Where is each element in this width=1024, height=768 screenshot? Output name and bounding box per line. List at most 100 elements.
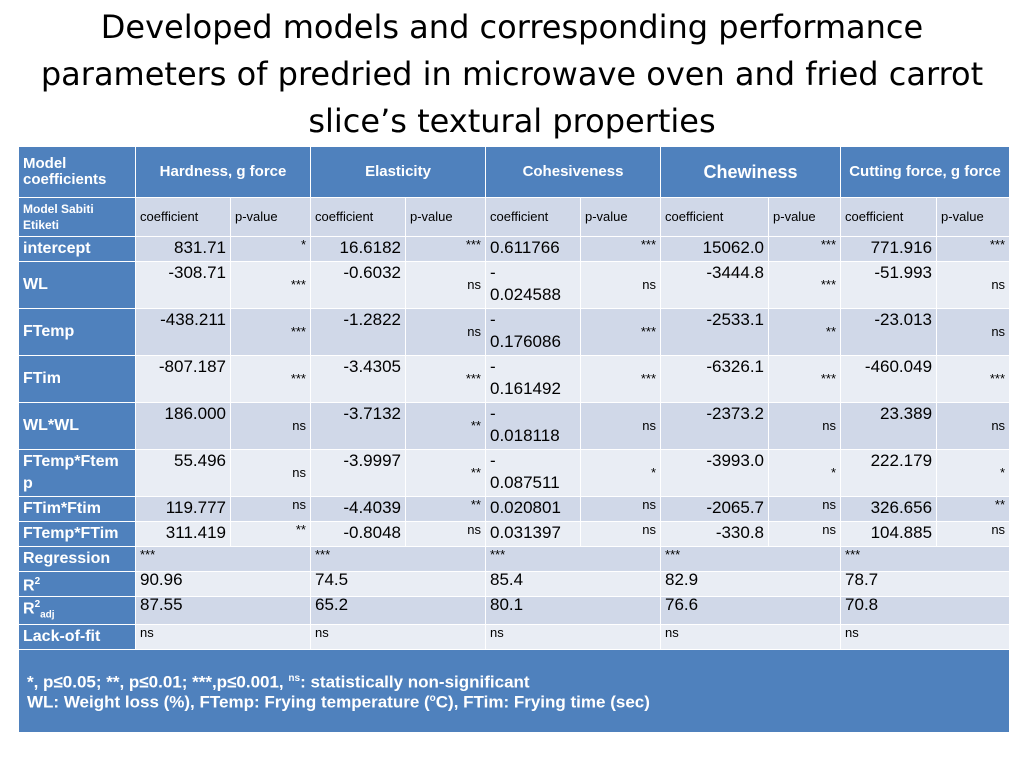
lof-value: ns	[660, 623, 842, 650]
coefficient-value: -308.71	[135, 261, 231, 309]
r2adj-value: 65.2	[310, 596, 486, 625]
pvalue-value: *	[768, 449, 842, 497]
pvalue-value: ns	[936, 261, 1011, 309]
coefficient-value: 831.71	[135, 236, 231, 262]
pvalue-value: **	[768, 308, 842, 356]
pvalue-value: **	[405, 496, 486, 522]
slide-title: Developed models and corresponding perfo…	[0, 4, 1024, 145]
subheader-pvalue: p-value	[768, 197, 842, 237]
coefficient-row: FTim -807.187 *** -3.4305 *** - 0.161492 *** -6…	[18, 355, 1011, 403]
coefficient-value: 16.6182	[310, 236, 406, 262]
pvalue-value: *	[579, 449, 662, 497]
pvalue-value: ***	[405, 355, 486, 403]
coefficient-value: 771.916	[840, 236, 938, 262]
title-line-3: slice’s textural properties	[308, 102, 716, 140]
pvalue-value: ns	[936, 521, 1011, 547]
row-label: FTim*Ftim	[18, 496, 136, 522]
subheader-model-sabiti: Model Sabiti Etiketi	[18, 197, 136, 237]
header-row: Model coefficients Hardness, g force Elas…	[18, 146, 1011, 198]
regression-value: ***	[310, 546, 486, 572]
coefficient-value: -3444.8	[660, 261, 770, 309]
coefficient-row: FTemp -438.211 *** -1.2822 ns - 0.176086 *** -2…	[18, 308, 1011, 356]
coefficient-value: 104.885	[840, 521, 938, 547]
row-label: FTemp*FTim	[18, 521, 136, 547]
header-hardness: Hardness, g force	[135, 146, 311, 198]
coefficient-value: 15062.0	[660, 236, 770, 262]
r2-row: R2 90.96 74.5 85.4 82.9 78.7	[18, 571, 1011, 597]
r2-value: 74.5	[310, 571, 486, 597]
coefficient-value: -330.8	[660, 521, 770, 547]
subheader-pvalue: p-value	[579, 197, 662, 237]
coefficient-value: -2373.2	[660, 402, 770, 450]
coefficient-value: -2065.7	[660, 496, 770, 522]
row-label: R2adj	[18, 596, 136, 625]
subheader-coefficient: coefficient	[660, 197, 770, 237]
coefficient-value: -23.013	[840, 308, 938, 356]
r2adj-value: 80.1	[484, 596, 662, 625]
coefficient-row: WL*WL 186.000 ns -3.7132 ** - 0.018118 ns -2373…	[18, 402, 1011, 450]
row-label: WL	[18, 261, 136, 309]
r2-value: 82.9	[660, 571, 842, 597]
coefficient-value: -1.2822	[310, 308, 406, 356]
pvalue-value: ns	[230, 449, 311, 497]
r2adj-row: R2adj 87.55 65.2 80.1 76.6 70.8	[18, 596, 1011, 625]
pvalue-value: ns	[405, 261, 486, 309]
coefficient-value: -3.7132	[310, 402, 406, 450]
pvalue-value: **	[405, 449, 486, 497]
subheader-coefficient: coefficient	[840, 197, 938, 237]
coefficient-value: 0.020801	[485, 496, 581, 522]
coefficient-value: -460.049	[840, 355, 938, 403]
pvalue-value: ***	[405, 236, 486, 262]
pvalue-value: ns	[405, 308, 486, 356]
pvalue-value: ***	[936, 355, 1011, 403]
subheader-coefficient: coefficient	[135, 197, 231, 237]
pvalue-value: ns	[230, 402, 311, 450]
coefficient-rows: intercept 831.71 * 16.6182 *** 0.611766 *** 150…	[18, 236, 1011, 547]
regression-value: ***	[840, 546, 1011, 572]
coefficient-value: -807.187	[135, 355, 231, 403]
r2-value: 78.7	[840, 571, 1011, 597]
pvalue-value: **	[405, 402, 486, 450]
subheader-pvalue: p-value	[405, 197, 486, 237]
pvalue-value: ***	[579, 355, 662, 403]
title-line-1: Developed models and corresponding perfo…	[100, 8, 924, 46]
pvalue-value: ***	[230, 261, 311, 309]
row-label: Lack-of-fit	[18, 623, 136, 650]
coefficient-value: -2533.1	[660, 308, 770, 356]
performance-table: Model coefficients Hardness, g force Elas…	[17, 146, 1011, 733]
coefficient-value: 23.389	[840, 402, 938, 450]
regression-value: ***	[484, 546, 662, 572]
coefficient-value: - 0.024588	[485, 261, 581, 309]
pvalue-value: ***	[230, 355, 311, 403]
pvalue-value: ns	[405, 521, 486, 547]
pvalue-value: *	[936, 449, 1011, 497]
pvalue-value: ns	[936, 402, 1011, 450]
row-label: intercept	[18, 236, 136, 262]
coefficient-value: - 0.087511	[485, 449, 581, 497]
pvalue-value: ns	[579, 496, 662, 522]
coefficient-value: 222.179	[840, 449, 938, 497]
coefficient-value: -0.8048	[310, 521, 406, 547]
coefficient-value: 0.031397	[485, 521, 581, 547]
coefficient-row: FTemp*FTim 311.419 ** -0.8048 ns 0.031397 ns -3…	[18, 521, 1011, 547]
subheader-pvalue: p-value	[936, 197, 1011, 237]
coefficient-value: 186.000	[135, 402, 231, 450]
pvalue-value: ns	[579, 261, 662, 309]
coefficient-row: WL -308.71 *** -0.6032 ns - 0.024588 ns -3444.8…	[18, 261, 1011, 309]
pvalue-value: ***	[230, 308, 311, 356]
subheader-coefficient: coefficient	[485, 197, 581, 237]
lof-value: ns	[135, 623, 311, 650]
pvalue-value: ns	[768, 496, 842, 522]
pvalue-value: ***	[579, 308, 662, 356]
coefficient-value: -51.993	[840, 261, 938, 309]
pvalue-value: ***	[768, 355, 842, 403]
regression-value: ***	[135, 546, 311, 572]
row-label: FTim	[18, 355, 136, 403]
coefficient-value: - 0.176086	[485, 308, 581, 356]
r2-value: 85.4	[484, 571, 662, 597]
coefficient-row: intercept 831.71 * 16.6182 *** 0.611766 *** 150…	[18, 236, 1011, 262]
row-label: FTemp*Ftem p	[18, 449, 136, 497]
pvalue-value: *	[230, 236, 311, 262]
coefficient-value: 119.777	[135, 496, 231, 522]
coefficient-value: 0.611766	[485, 236, 581, 262]
